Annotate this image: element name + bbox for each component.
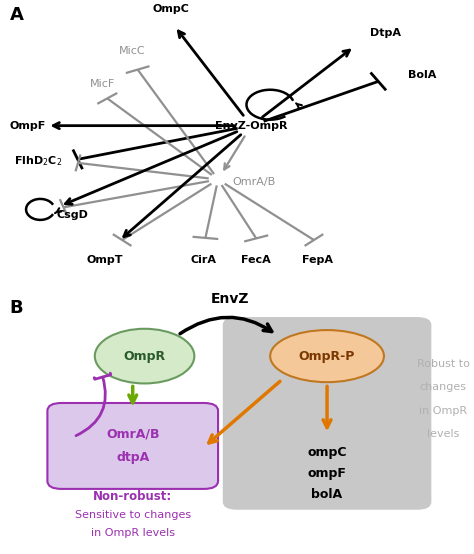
Text: DtpA: DtpA xyxy=(370,28,401,38)
FancyBboxPatch shape xyxy=(223,317,431,510)
Text: A: A xyxy=(9,6,23,24)
Text: levels: levels xyxy=(427,429,459,439)
Text: OmrA/B: OmrA/B xyxy=(232,177,275,187)
Text: OmpT: OmpT xyxy=(86,255,123,265)
Text: OmpR-P: OmpR-P xyxy=(299,350,355,363)
Text: OmpR: OmpR xyxy=(124,350,165,363)
Text: BolA: BolA xyxy=(408,70,436,80)
Text: FlhD$_2$C$_2$: FlhD$_2$C$_2$ xyxy=(14,155,63,168)
Text: OmrA/B: OmrA/B xyxy=(106,428,159,441)
Text: dtpA: dtpA xyxy=(116,451,149,464)
Text: Non-robust:: Non-robust: xyxy=(93,490,173,503)
Text: bolA: bolA xyxy=(311,488,343,501)
Text: ompF: ompF xyxy=(308,467,346,480)
Ellipse shape xyxy=(270,330,384,382)
Text: ompC: ompC xyxy=(307,446,347,459)
Text: EnvZ: EnvZ xyxy=(210,292,249,306)
Circle shape xyxy=(95,329,194,383)
Text: MicF: MicF xyxy=(90,79,115,89)
Text: OmpF: OmpF xyxy=(9,121,46,131)
Text: B: B xyxy=(9,299,23,317)
Text: in OmpR: in OmpR xyxy=(419,406,467,416)
Text: changes: changes xyxy=(419,382,467,392)
Text: MicC: MicC xyxy=(118,46,145,56)
Text: EnvZ-OmpR: EnvZ-OmpR xyxy=(215,121,287,131)
Text: Robust to: Robust to xyxy=(417,359,470,369)
Text: OmpC: OmpC xyxy=(152,4,189,14)
Text: Sensitive to changes: Sensitive to changes xyxy=(75,510,191,520)
FancyBboxPatch shape xyxy=(47,403,218,489)
Text: CirA: CirA xyxy=(191,255,217,265)
Text: FecA: FecA xyxy=(241,255,271,265)
Text: in OmpR levels: in OmpR levels xyxy=(91,528,175,538)
Text: CsgD: CsgD xyxy=(57,211,89,220)
Text: FepA: FepA xyxy=(302,255,333,265)
